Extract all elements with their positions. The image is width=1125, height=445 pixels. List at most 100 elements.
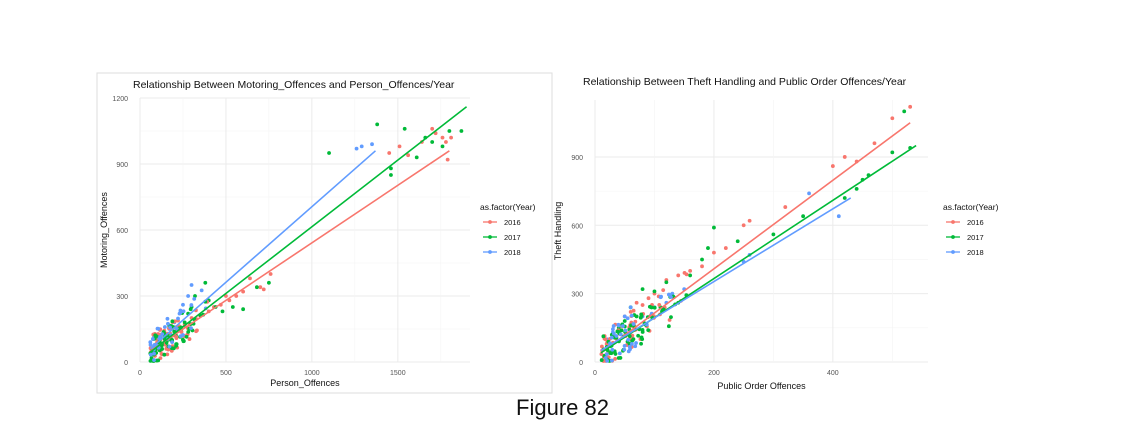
- data-point: [669, 295, 673, 299]
- data-point: [631, 322, 636, 326]
- data-point: [623, 328, 628, 333]
- data-point: [603, 355, 608, 360]
- legend-key-point: [488, 220, 492, 224]
- y-tick-label: 900: [571, 155, 583, 162]
- data-point: [445, 157, 450, 162]
- data-point: [449, 135, 453, 140]
- data-point: [836, 214, 841, 219]
- data-point: [406, 153, 411, 158]
- data-point: [166, 321, 170, 326]
- data-point: [684, 272, 689, 277]
- data-point: [174, 342, 179, 347]
- data-point: [430, 140, 435, 144]
- data-point: [611, 324, 616, 328]
- data-point: [610, 347, 615, 352]
- data-point: [783, 205, 788, 209]
- data-point: [430, 126, 435, 131]
- legend-label: 2018: [967, 248, 984, 257]
- data-point: [162, 352, 167, 357]
- data-point: [186, 330, 191, 334]
- data-point: [688, 268, 693, 273]
- data-point: [189, 326, 193, 331]
- x-axis-label: Public Order Offences: [717, 381, 806, 391]
- data-point: [149, 356, 154, 360]
- data-point: [664, 280, 669, 285]
- data-point: [646, 328, 651, 333]
- data-point: [167, 344, 172, 349]
- data-point: [626, 337, 631, 342]
- data-point: [160, 332, 165, 337]
- legend-label: 2016: [967, 218, 984, 227]
- data-point: [634, 341, 638, 345]
- data-point: [629, 313, 634, 318]
- data-point: [620, 324, 625, 328]
- y-tick-label: 600: [116, 228, 128, 235]
- data-point: [189, 283, 194, 287]
- data-point: [609, 335, 614, 340]
- data-point: [688, 273, 693, 278]
- data-point: [261, 287, 266, 292]
- data-point: [618, 356, 623, 360]
- data-point: [178, 310, 183, 315]
- data-point: [184, 334, 189, 339]
- data-point: [156, 358, 161, 363]
- data-point: [181, 302, 185, 307]
- figure-caption: Figure 82: [516, 395, 609, 420]
- data-point: [192, 296, 197, 301]
- data-point: [158, 334, 162, 339]
- x-tick-label: 1000: [304, 370, 320, 377]
- data-point: [712, 250, 716, 255]
- grid: [139, 97, 470, 363]
- data-point: [622, 343, 627, 348]
- data-point: [188, 307, 193, 312]
- data-point: [741, 223, 746, 228]
- fit-line-2016: [600, 122, 911, 354]
- data-point: [628, 309, 633, 314]
- fit-line-2016: [149, 150, 450, 352]
- data-point: [735, 239, 740, 244]
- data-point: [700, 264, 704, 269]
- data-point: [676, 273, 681, 278]
- data-point: [617, 351, 622, 356]
- data-point: [700, 257, 704, 262]
- data-point: [669, 315, 673, 320]
- data-point: [640, 303, 645, 307]
- data-point: [156, 326, 161, 331]
- data-point: [657, 302, 662, 307]
- data-point: [627, 344, 632, 349]
- data-point: [599, 358, 604, 362]
- data-point: [872, 141, 877, 146]
- data-point: [842, 155, 847, 159]
- data-point: [640, 327, 645, 332]
- chart-title: Relationship Between Theft Handling and …: [583, 76, 907, 88]
- fit-line-2017: [149, 106, 468, 353]
- data-point: [402, 126, 407, 131]
- data-point: [599, 352, 604, 356]
- data-point: [241, 307, 246, 312]
- data-point: [354, 146, 359, 151]
- legend-title: as.factor(Year): [943, 202, 999, 212]
- data-point: [148, 352, 153, 357]
- chart-motoring-vs-person: 0 300 600 900 1200 0 500 1000 1500 Relationship B…: [96, 72, 553, 394]
- data-point: [171, 346, 176, 351]
- data-point: [631, 308, 636, 313]
- data-point: [771, 232, 776, 237]
- data-point: [622, 314, 627, 319]
- data-point: [611, 331, 616, 336]
- data-point: [661, 288, 666, 293]
- data-point: [652, 289, 657, 294]
- data-point: [181, 309, 186, 314]
- legend-key-point: [951, 220, 955, 224]
- data-point: [652, 305, 657, 310]
- data-point: [254, 285, 259, 290]
- data-point: [890, 150, 895, 155]
- data-point: [615, 329, 620, 334]
- legend-key-point: [488, 250, 492, 254]
- data-point: [414, 155, 419, 160]
- data-point: [152, 351, 156, 356]
- legend: as.factor(Year) 2016 2017 2018: [943, 202, 999, 257]
- data-point: [230, 305, 235, 309]
- data-point: [807, 191, 811, 196]
- data-point: [220, 309, 225, 314]
